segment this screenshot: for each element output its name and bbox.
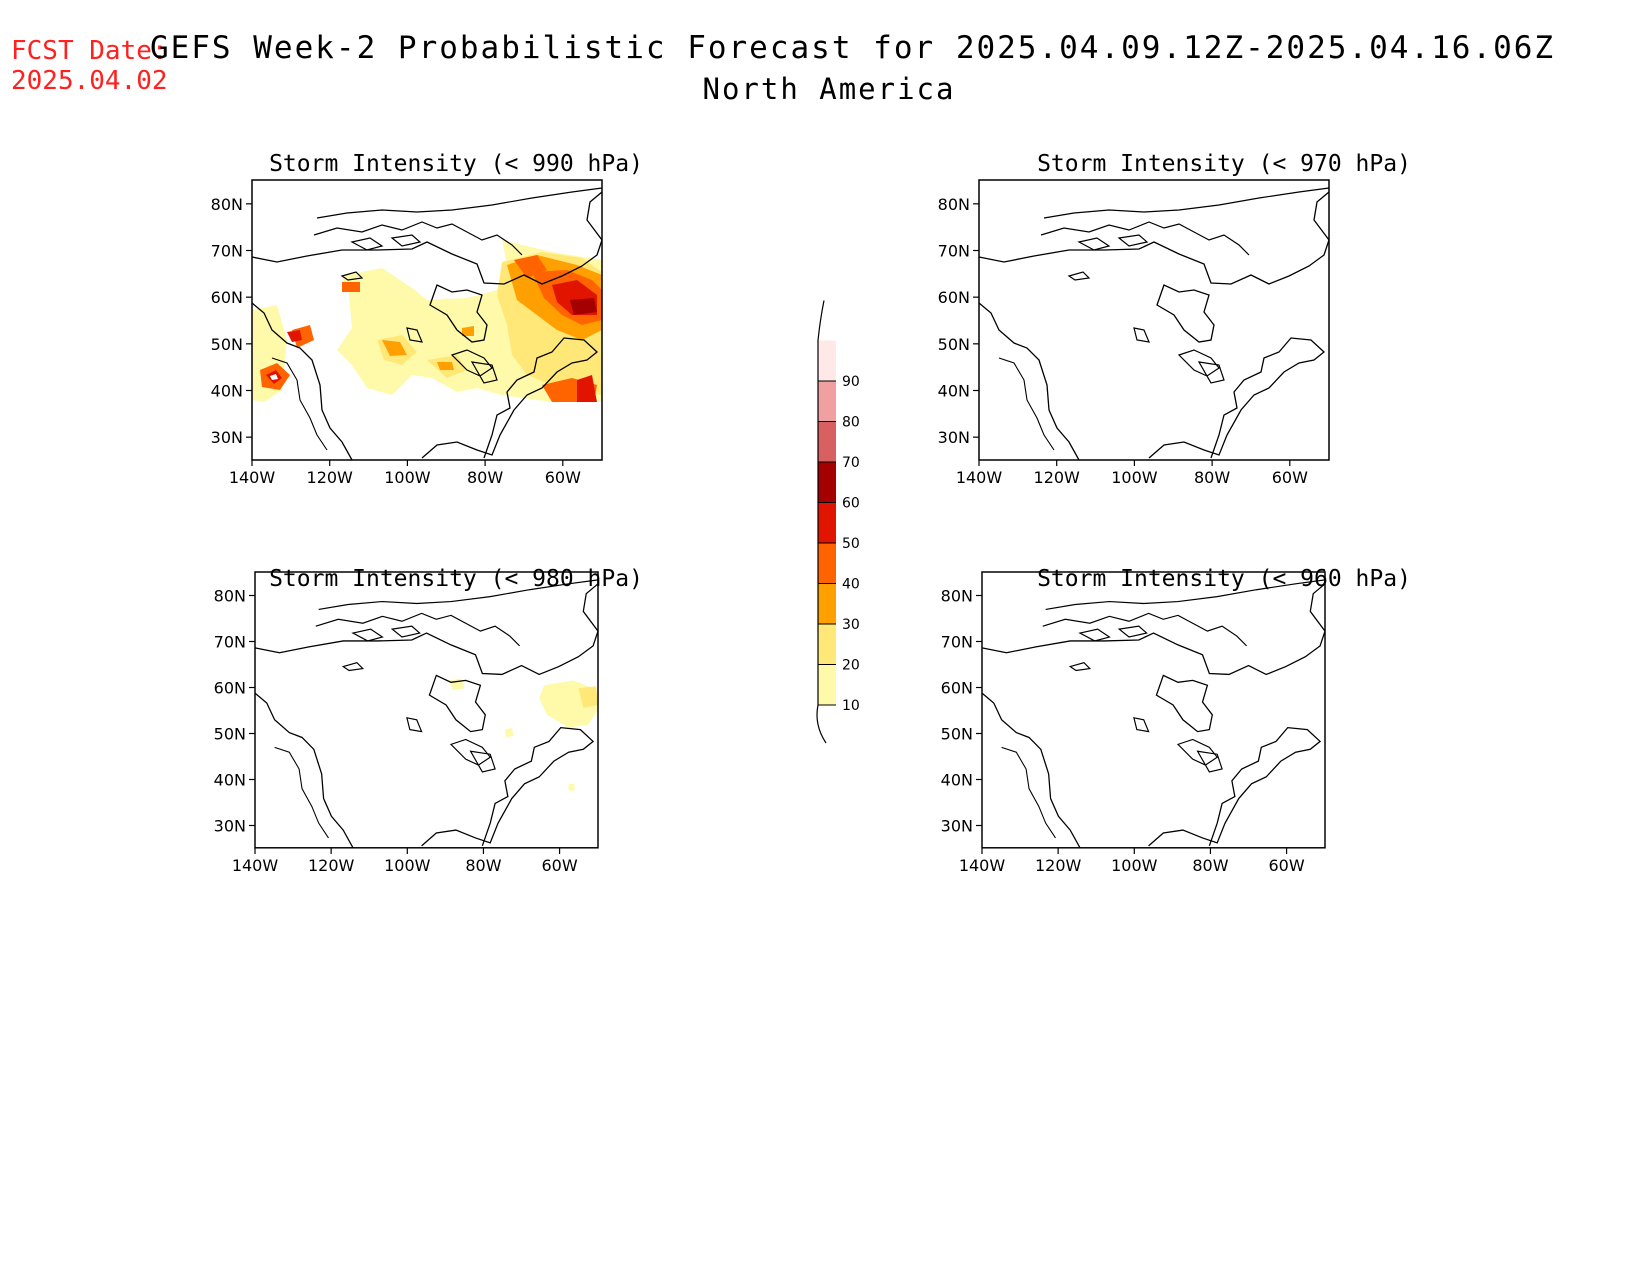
lon-label-990: 80W	[467, 468, 503, 487]
lat-label-960: 60N	[941, 679, 973, 698]
colorbar-label: 60	[842, 496, 860, 512]
lon-label-960: 100W	[1111, 856, 1158, 875]
lat-label-960: 40N	[941, 771, 973, 790]
lat-label-970: 40N	[938, 382, 970, 401]
lat-label-970: 70N	[938, 242, 970, 261]
colorbar-segment	[818, 462, 836, 503]
probability-shading-990	[252, 240, 602, 402]
panel-title-990: Storm Intensity (< 990 hPa)	[269, 151, 643, 177]
colorbar-segment	[818, 583, 836, 624]
colorbar-segment	[818, 381, 836, 422]
lon-label-960: 120W	[1035, 856, 1082, 875]
lat-label-960: 30N	[941, 817, 973, 836]
lon-label-980: 100W	[384, 856, 431, 875]
lon-label-990: 140W	[229, 468, 276, 487]
lon-label-990: 120W	[307, 468, 354, 487]
map-panel-980	[254, 571, 599, 849]
lat-label-960: 50N	[941, 725, 973, 744]
colorbar-segment	[818, 421, 836, 462]
main-title-line2: North America	[702, 72, 956, 106]
panel-title-960: Storm Intensity (< 960 hPa)	[1037, 566, 1411, 592]
lat-label-980: 70N	[214, 633, 246, 652]
lon-label-980: 60W	[541, 856, 577, 875]
lat-label-980: 40N	[214, 771, 246, 790]
colorbar-upper-arrow	[817, 300, 825, 341]
lat-label-970: 80N	[938, 195, 970, 214]
lat-label-980: 50N	[214, 725, 246, 744]
forecast-date: FCST Date: 2025.04.02	[11, 36, 168, 96]
colorbar-label: 90	[842, 374, 860, 390]
lat-label-990: 80N	[211, 195, 243, 214]
colorbar-label: 50	[842, 536, 860, 552]
map-panel-970	[978, 179, 1330, 461]
colorbar-label: 80	[842, 415, 860, 431]
lat-label-990: 60N	[211, 288, 243, 307]
lat-label-980: 60N	[214, 679, 246, 698]
lat-label-970: 60N	[938, 288, 970, 307]
map-panel-990	[251, 179, 603, 461]
panel-title-980: Storm Intensity (< 980 hPa)	[269, 566, 643, 592]
lon-label-970: 80W	[1194, 468, 1230, 487]
colorbar-segment	[818, 340, 836, 381]
lon-label-970: 60W	[1272, 468, 1308, 487]
colorbar-label: 30	[842, 617, 860, 633]
colorbar-label: 20	[842, 658, 860, 674]
main-title-line1: GEFS Week-2 Probabilistic Forecast for 2…	[149, 30, 1556, 66]
lat-label-990: 40N	[211, 382, 243, 401]
lat-label-990: 30N	[211, 428, 243, 447]
colorbar: 10 20 30 40 50 60 70 80 90	[816, 300, 860, 744]
lat-label-990: 70N	[211, 242, 243, 261]
probability-shading-980	[449, 678, 598, 791]
lon-label-970: 140W	[956, 468, 1003, 487]
lon-label-960: 80W	[1192, 856, 1228, 875]
colorbar-segment	[818, 664, 836, 705]
lon-label-970: 120W	[1034, 468, 1081, 487]
lon-label-990: 60W	[545, 468, 581, 487]
lat-label-970: 50N	[938, 335, 970, 354]
lat-label-960: 80N	[941, 587, 973, 606]
lon-label-960: 140W	[959, 856, 1006, 875]
colorbar-label: 70	[842, 455, 860, 471]
colorbar-segment	[818, 502, 836, 543]
lon-label-980: 120W	[308, 856, 355, 875]
lat-label-960: 70N	[941, 633, 973, 652]
map-panel-960	[981, 571, 1326, 849]
lon-label-980: 80W	[465, 856, 501, 875]
colorbar-lower-arrow	[816, 704, 827, 744]
lon-label-980: 140W	[232, 856, 279, 875]
forecast-date-label: FCST Date:	[11, 36, 168, 66]
axis-labels: 80N 70N 60N 50N 40N 30N 140W 120W 100W 80W 60W 80N 7…	[211, 195, 1308, 875]
panel-title-970: Storm Intensity (< 970 hPa)	[1037, 151, 1411, 177]
lon-label-970: 100W	[1111, 468, 1158, 487]
lat-label-980: 80N	[214, 587, 246, 606]
colorbar-segment	[818, 624, 836, 665]
forecast-date-value: 2025.04.02	[11, 66, 168, 96]
lon-label-990: 100W	[384, 468, 431, 487]
colorbar-label: 40	[842, 577, 860, 593]
lat-label-980: 30N	[214, 817, 246, 836]
lon-label-960: 60W	[1268, 856, 1304, 875]
lat-label-970: 30N	[938, 428, 970, 447]
main-title: GEFS Week-2 Probabilistic Forecast for 2…	[0, 30, 1650, 106]
colorbar-segment	[818, 543, 836, 584]
colorbar-label: 10	[842, 698, 860, 714]
lat-label-990: 50N	[211, 335, 243, 354]
